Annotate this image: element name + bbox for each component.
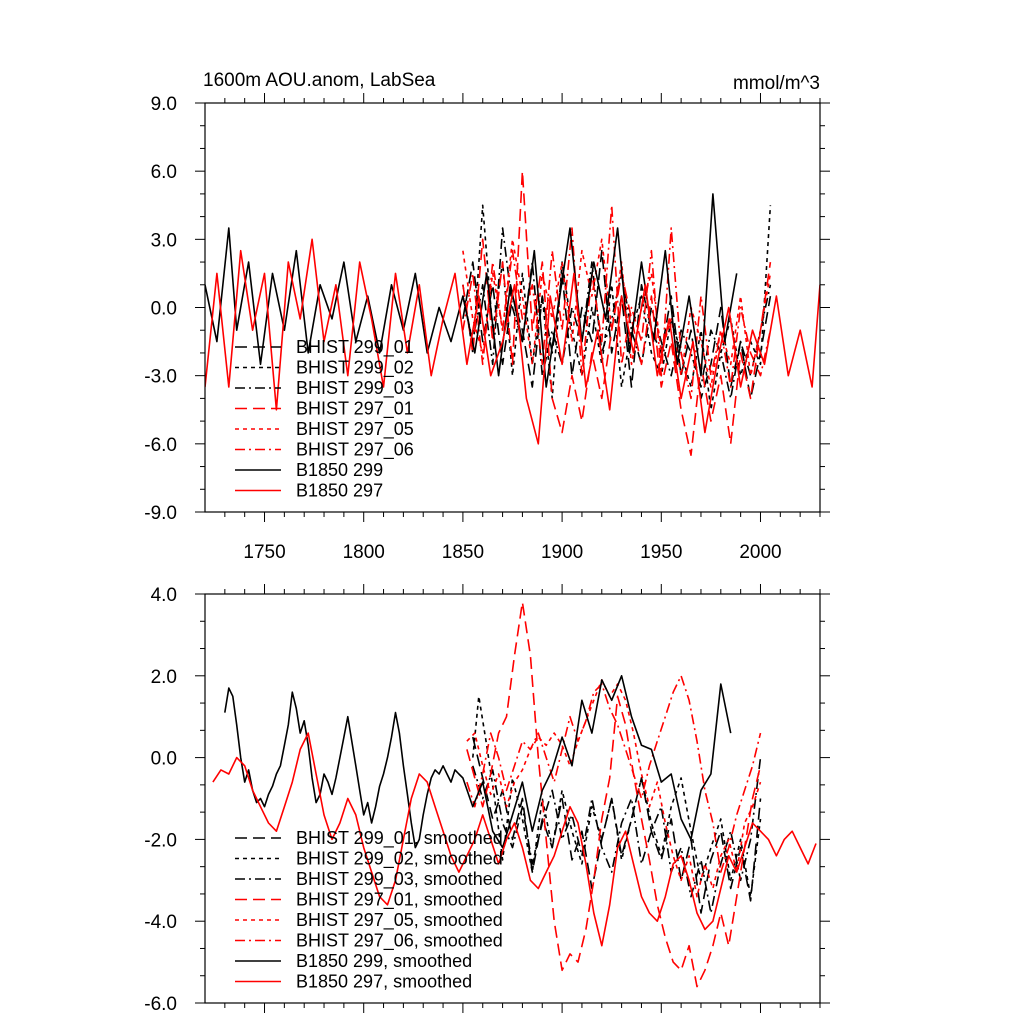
series-line-1-3	[466, 601, 762, 988]
x-tick-label: 1950	[640, 542, 682, 563]
y-tick-label: -6.0	[144, 435, 177, 456]
chart-units: mmol/m^3	[733, 73, 820, 94]
legend-label: BHIST 299_02	[296, 358, 414, 379]
y-tick-label: -9.0	[144, 503, 177, 524]
series-line-0-7	[205, 238, 820, 445]
axis-ticks	[195, 93, 830, 522]
series-line-0-2	[462, 227, 772, 400]
panel-bottom-smoothed: -6.0 -4.0 -2.0 0.0 2.0 4.0 BHIST 299_01, smoot…	[144, 584, 830, 1015]
series-line-0-3	[462, 170, 772, 456]
series-line-1-7	[212, 732, 817, 947]
y-tick-label: 6.0	[151, 162, 177, 183]
x-tick-label: 2000	[739, 542, 781, 563]
y-tick-label: 2.0	[151, 667, 177, 688]
plot-frame	[204, 593, 821, 1004]
series-line-1-1	[472, 695, 762, 898]
x-tick-label: 1850	[442, 542, 484, 563]
legend-label: B1850 299	[296, 460, 383, 480]
y-tick-label: -6.0	[144, 994, 177, 1015]
legend-label: B1850 299, smoothed	[296, 951, 472, 971]
x-tick-label: 1750	[243, 542, 285, 563]
legend-label: BHIST 299_03	[296, 378, 414, 399]
chart-title: 1600m AOU.anom, LabSea	[203, 70, 436, 91]
legend-label: BHIST 299_02, smoothed	[296, 849, 503, 870]
y-tick-label: 0.0	[151, 299, 177, 320]
x-tick-label: 1800	[343, 542, 385, 563]
legend-label: BHIST 297_06, smoothed	[296, 931, 503, 952]
series-lines	[212, 601, 817, 988]
series-line-1-2	[472, 757, 762, 914]
series-line-1-6	[224, 675, 732, 849]
y-tick-label: -4.0	[144, 912, 177, 933]
y-tick-label: -3.0	[144, 367, 177, 388]
y-tick-label: 0.0	[151, 749, 177, 770]
y-tick-label: 9.0	[151, 94, 177, 115]
legend-label: BHIST 299_01, smoothed	[296, 828, 503, 849]
legend-label: BHIST 299_03, smoothed	[296, 869, 503, 890]
legend-label: B1850 297	[296, 481, 383, 501]
series-line-0-6	[205, 193, 738, 388]
legend-label: BHIST 297_06	[296, 440, 414, 461]
axis-ticks	[195, 584, 830, 1013]
x-tick-label: 1900	[541, 542, 583, 563]
y-tick-label: 4.0	[151, 585, 177, 606]
legend-label: BHIST 297_01, smoothed	[296, 890, 503, 911]
series-line-1-4	[466, 679, 762, 898]
y-tick-label: -2.0	[144, 830, 177, 851]
panel-top-aou-anomaly: -9.0 -6.0 -3.0 0.0 3.0 6.0 9.0 1750 1800 1850 1900…	[144, 70, 830, 563]
legend-label: BHIST 297_01	[296, 399, 414, 420]
series-line-0-5	[462, 204, 772, 400]
y-tick-label: 3.0	[151, 230, 177, 251]
legend-label: BHIST 297_05, smoothed	[296, 910, 503, 931]
legend-label: BHIST 297_05	[296, 419, 414, 440]
legend-label: BHIST 299_01	[296, 337, 414, 358]
legend-label: B1850 297, smoothed	[296, 972, 472, 992]
series-line-1-5	[466, 675, 762, 873]
series-lines	[205, 170, 820, 456]
